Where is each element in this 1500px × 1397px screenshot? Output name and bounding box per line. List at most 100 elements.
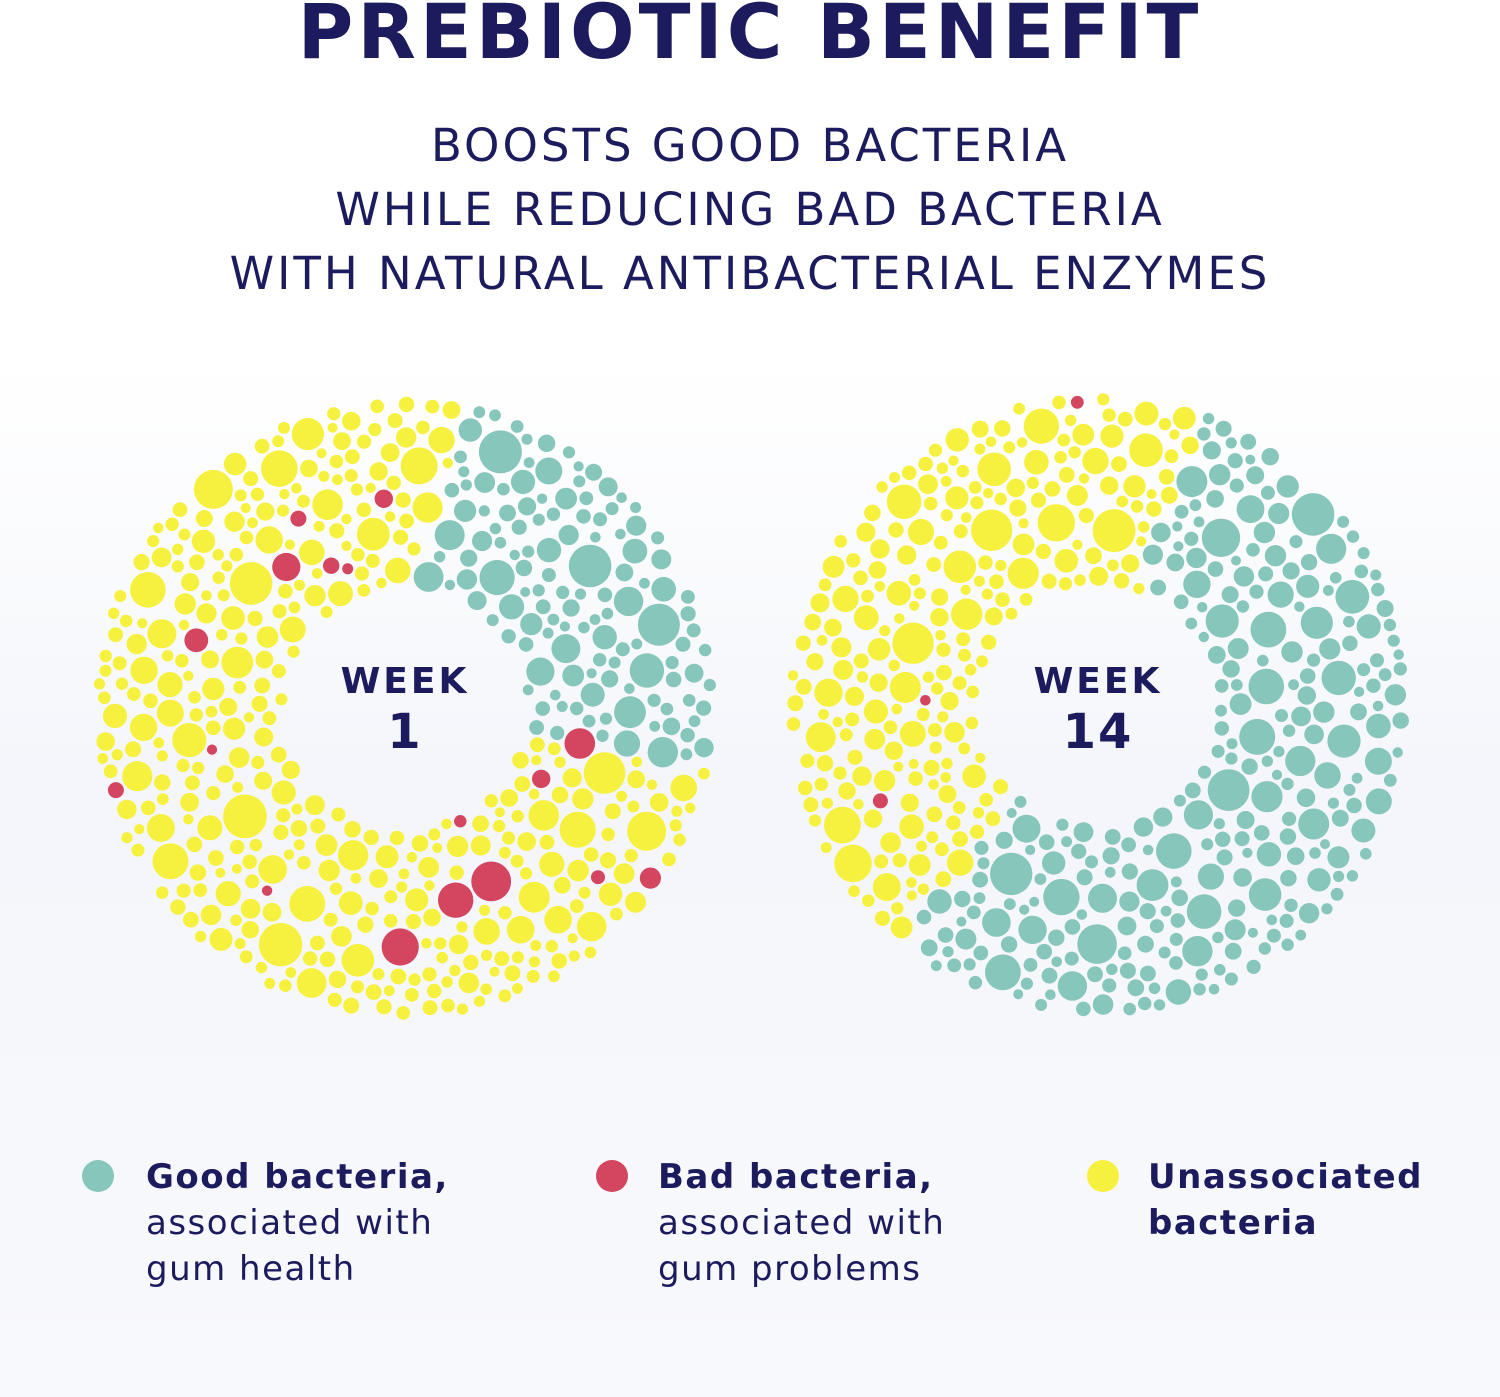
- good-bacteria-circle: [1299, 668, 1316, 684]
- good-bacteria-circle: [1207, 646, 1226, 664]
- bad-bacteria-circle: [1070, 395, 1084, 409]
- good-bacteria-circle: [686, 623, 701, 638]
- good-bacteria-circle: [1025, 844, 1036, 856]
- unassociated-bacteria-circle: [196, 603, 217, 624]
- good-bacteria-circle: [499, 594, 525, 620]
- good-bacteria-circle: [1102, 847, 1120, 865]
- unassociated-bacteria-circle: [312, 489, 343, 520]
- unassociated-bacteria-circle: [395, 492, 411, 508]
- unassociated-bacteria-circle: [1158, 417, 1172, 431]
- good-bacteria-circle: [1393, 649, 1404, 660]
- unassociated-bacteria-circle: [137, 618, 148, 629]
- unassociated-bacteria-circle: [610, 907, 623, 921]
- unassociated-bacteria-circle: [514, 776, 531, 792]
- unassociated-bacteria-circle: [890, 916, 913, 939]
- unassociated-bacteria-circle: [421, 938, 432, 949]
- unassociated-bacteria-circle: [810, 593, 830, 613]
- unassociated-bacteria-circle: [908, 758, 919, 769]
- unassociated-bacteria-circle: [258, 855, 288, 884]
- unassociated-bacteria-circle: [567, 859, 589, 882]
- unassociated-bacteria-circle: [270, 746, 287, 763]
- unassociated-bacteria-circle: [473, 918, 500, 945]
- unassociated-bacteria-circle: [1085, 547, 1102, 565]
- unassociated-bacteria-circle: [279, 616, 306, 643]
- unassociated-bacteria-circle: [195, 930, 207, 943]
- unassociated-bacteria-circle: [350, 483, 363, 496]
- unassociated-bacteria-circle: [962, 764, 986, 788]
- good-bacteria-circle: [968, 975, 983, 990]
- unassociated-bacteria-circle: [1058, 467, 1075, 483]
- unassociated-bacteria-circle: [396, 427, 417, 448]
- donut-week-1: [93, 396, 716, 1020]
- good-bacteria-circle: [499, 504, 516, 522]
- unassociated-bacteria-circle: [922, 671, 935, 683]
- good-bacteria-circle: [1104, 866, 1116, 878]
- good-bacteria-circle: [682, 694, 696, 707]
- bad-bacteria-circle: [438, 882, 474, 918]
- unassociated-bacteria-circle: [146, 814, 175, 842]
- unassociated-bacteria-circle: [1129, 433, 1163, 468]
- unassociated-bacteria-circle: [383, 914, 398, 928]
- good-bacteria-circle: [1193, 983, 1206, 996]
- unassociated-bacteria-circle: [392, 529, 409, 545]
- unassociated-bacteria-circle: [1052, 395, 1066, 410]
- unassociated-bacteria-circle: [958, 648, 971, 662]
- unassociated-bacteria-circle: [480, 983, 493, 995]
- good-bacteria-circle: [688, 715, 701, 728]
- good-bacteria-circle: [1297, 686, 1317, 705]
- good-bacteria-circle: [1266, 928, 1281, 943]
- bad-bacteria-circle: [342, 563, 354, 575]
- unassociated-bacteria-circle: [916, 708, 930, 721]
- good-bacteria-circle: [613, 730, 641, 757]
- legend-bad-line3: gum problems: [658, 1249, 922, 1289]
- unassociated-bacteria-circle: [320, 606, 333, 618]
- good-bacteria-circle: [454, 450, 467, 464]
- good-bacteria-circle: [1186, 547, 1207, 569]
- unassociated-bacteria-circle: [1082, 447, 1109, 475]
- unassociated-bacteria-circle: [787, 670, 799, 681]
- good-bacteria-circle: [1041, 967, 1058, 984]
- unassociated-bacteria-circle: [368, 423, 382, 437]
- good-bacteria-circle: [460, 549, 478, 567]
- unassociated-bacteria-circle: [928, 779, 939, 790]
- good-bacteria-circle: [616, 492, 627, 504]
- unassociated-bacteria-circle: [1044, 481, 1061, 497]
- unassociated-bacteria-circle: [255, 961, 268, 974]
- unassociated-bacteria-circle: [1072, 423, 1095, 446]
- unassociated-bacteria-circle: [206, 786, 221, 801]
- good-bacteria-circle: [1370, 653, 1384, 668]
- unassociated-bacteria-circle: [310, 818, 326, 834]
- unassociated-bacteria-circle: [296, 494, 310, 508]
- good-bacteria-circle: [1331, 809, 1349, 827]
- unassociated-bacteria-circle: [908, 771, 923, 786]
- unassociated-bacteria-circle: [129, 713, 158, 742]
- unassociated-bacteria-circle: [463, 954, 479, 971]
- bad-bacteria-circle: [323, 557, 340, 574]
- unassociated-bacteria-circle: [405, 914, 422, 930]
- good-bacteria-circle: [630, 502, 642, 513]
- unassociated-bacteria-circle: [853, 653, 869, 669]
- unassociated-bacteria-circle: [1057, 433, 1071, 447]
- unassociated-bacteria-circle: [331, 926, 352, 947]
- good-bacteria-circle: [1393, 662, 1407, 676]
- unassociated-bacteria-circle: [970, 824, 985, 840]
- good-bacteria-circle: [1137, 935, 1154, 953]
- unassociated-bacteria-circle: [956, 464, 970, 478]
- unassociated-bacteria-circle: [97, 753, 109, 764]
- good-bacteria-circle: [1117, 916, 1137, 936]
- good-bacteria-circle: [1240, 433, 1257, 450]
- good-bacteria-circle: [1224, 942, 1242, 960]
- good-bacteria-circle: [920, 939, 938, 957]
- unassociated-bacteria-circle: [224, 511, 245, 532]
- unassociated-bacteria-circle: [192, 761, 205, 775]
- unassociated-bacteria-circle: [864, 504, 881, 522]
- unassociated-bacteria-circle: [273, 824, 289, 841]
- unassociated-bacteria-circle: [891, 902, 904, 915]
- unassociated-bacteria-circle: [176, 883, 191, 898]
- unassociated-bacteria-circle: [1068, 446, 1081, 459]
- unassociated-bacteria-circle: [338, 840, 369, 871]
- unassociated-bacteria-circle: [951, 598, 983, 630]
- unassociated-bacteria-circle: [1006, 478, 1026, 498]
- good-bacteria-circle: [579, 491, 594, 506]
- unassociated-bacteria-circle: [122, 761, 153, 792]
